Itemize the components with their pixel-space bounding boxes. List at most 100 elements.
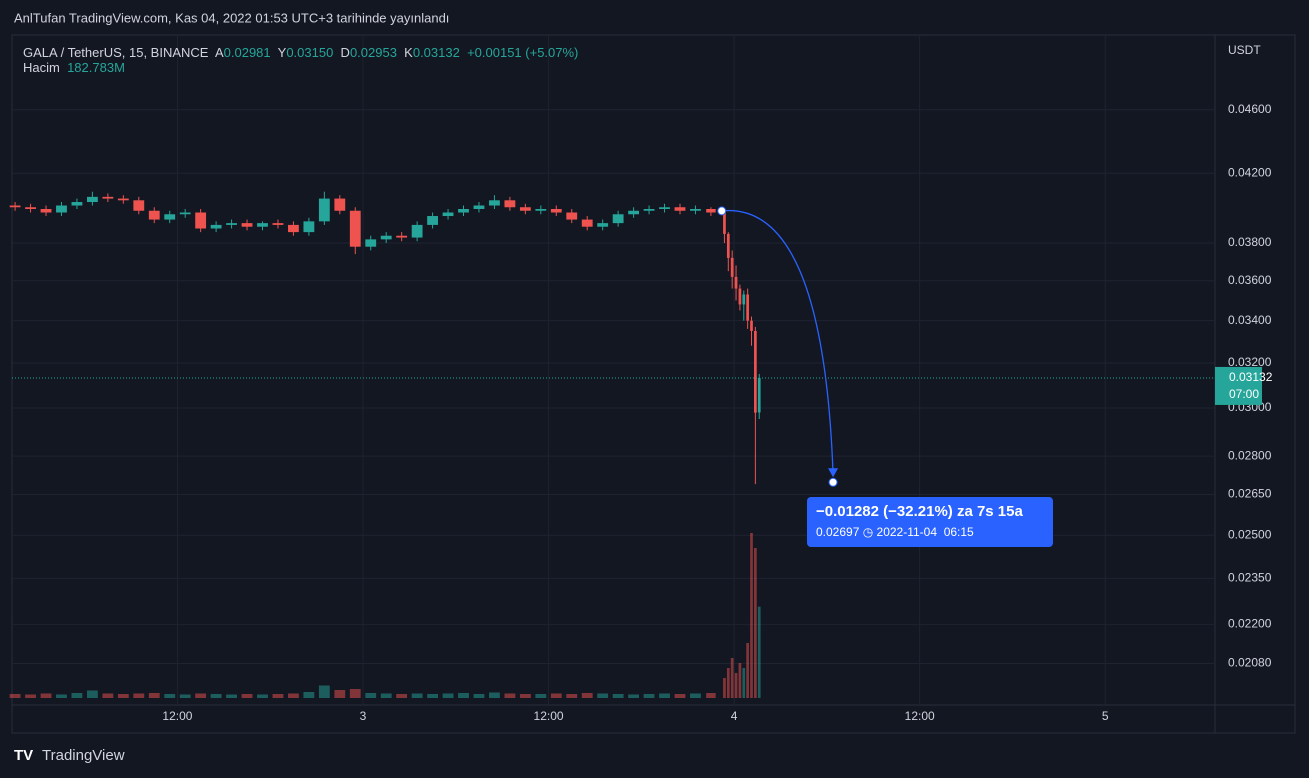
y-tick-label: 0.04600	[1228, 102, 1272, 116]
volume-bar	[380, 693, 392, 698]
candle-body	[442, 212, 454, 217]
y-tick-label: 0.02650	[1228, 487, 1272, 501]
volume-bar	[427, 694, 438, 698]
candle-body	[754, 330, 757, 413]
label: Y	[277, 45, 287, 60]
candle-body	[365, 239, 377, 247]
volume-bar	[550, 693, 562, 698]
label: K	[404, 45, 413, 60]
volume-bar	[659, 693, 670, 698]
value: 0.03132	[412, 45, 460, 60]
candle-body	[272, 223, 284, 225]
label: D	[340, 45, 350, 60]
frame	[11, 34, 1296, 734]
volume-bar	[458, 693, 469, 698]
candle-body	[133, 200, 145, 211]
candle-body	[757, 377, 761, 413]
candle-body	[164, 214, 176, 220]
label: Hacim	[23, 60, 60, 75]
candle-body	[535, 208, 547, 211]
x-tick-label: 12:00	[905, 709, 935, 723]
volume-bar	[612, 694, 624, 698]
measure-start	[717, 206, 727, 216]
value: 0.03150	[286, 45, 334, 60]
value: 182.783M	[67, 60, 125, 75]
x-tick-label: 4	[731, 709, 738, 723]
measure-detail: 0.02697 ◷ 2022-11-04 06:15	[816, 525, 974, 539]
volume-bar	[133, 693, 145, 698]
candle-body	[643, 208, 655, 211]
candle-body	[396, 235, 408, 238]
y-tick-label: 0.03400	[1228, 313, 1272, 327]
candle-body	[674, 207, 686, 211]
candle-body	[226, 223, 237, 225]
volume-bar	[734, 673, 738, 698]
volume-bar	[628, 694, 640, 698]
candle-body	[566, 212, 578, 220]
candle-body	[746, 294, 749, 321]
volume-bar	[349, 689, 361, 698]
measure-text: −0.01282 (−32.21%) za 7s 15a	[816, 503, 1023, 520]
candle-body	[86, 196, 98, 203]
last-price-tag	[1215, 366, 1262, 405]
volume-bar	[489, 692, 500, 698]
volume-bar	[750, 533, 753, 698]
brand: TradingView	[42, 747, 125, 764]
candle-body	[148, 210, 160, 220]
volume-bar	[303, 692, 315, 698]
y-unit: USDT	[1228, 43, 1261, 57]
volume-bar	[504, 693, 516, 698]
candle-body	[504, 200, 516, 208]
candle-body	[9, 205, 21, 208]
candle-body	[550, 208, 562, 213]
y-tick-label: 0.02500	[1228, 527, 1272, 541]
candle-body	[730, 257, 734, 277]
candle-body	[628, 210, 640, 215]
volume-bar	[241, 694, 253, 698]
volume-bar	[117, 694, 129, 698]
volume-bar	[272, 694, 284, 698]
candle-body	[734, 276, 738, 289]
volume-bar	[56, 694, 67, 698]
candle-body	[71, 202, 83, 206]
volume-bar	[566, 694, 578, 698]
candle-body	[318, 198, 330, 222]
volume-bar	[581, 693, 593, 698]
y-tick-label: 0.03600	[1228, 273, 1272, 287]
candle-body	[612, 214, 624, 224]
x-tick-label: 12:00	[534, 709, 564, 723]
volume-bar	[179, 694, 191, 698]
candle-body	[581, 219, 593, 227]
y-tick-label: 0.03800	[1228, 235, 1272, 249]
candle-body	[659, 207, 670, 209]
volume-bar	[690, 693, 701, 698]
legend-header: GALA / TetherUS, 15, BINANCE A0.02981 Y0…	[23, 45, 578, 75]
symbol: GALA / TetherUS, 15, BINANCE	[23, 45, 209, 60]
candle-body	[334, 198, 346, 211]
measure-date: 2022-11-04 06:15	[876, 525, 974, 539]
volume-bar	[746, 643, 749, 698]
y-tick-label: 0.03200	[1228, 355, 1272, 369]
candle-body	[210, 224, 222, 229]
arrow-head	[828, 468, 839, 478]
volume-bar	[597, 693, 609, 698]
volume-bar	[674, 694, 686, 698]
candle-body	[40, 208, 52, 213]
volume-bar	[396, 694, 408, 698]
volume-bar	[726, 668, 730, 698]
value: 0.02953	[349, 45, 397, 60]
y-tick-label: 0.02080	[1228, 656, 1272, 670]
candle-body	[726, 233, 730, 258]
volume-bar	[210, 694, 222, 698]
volume-bar	[730, 658, 734, 698]
value: 0.02981	[223, 45, 271, 60]
candle-body	[489, 200, 500, 206]
candle-body	[303, 221, 315, 233]
candle-body	[411, 224, 423, 238]
volume-bar	[86, 690, 98, 698]
candle-body	[750, 320, 753, 331]
published: AnlTufan TradingView.com, Kas 04, 2022 0…	[14, 10, 449, 25]
last-price-label: 0.03132	[1229, 370, 1273, 384]
candle-body	[473, 205, 485, 209]
candle-body	[380, 235, 392, 240]
